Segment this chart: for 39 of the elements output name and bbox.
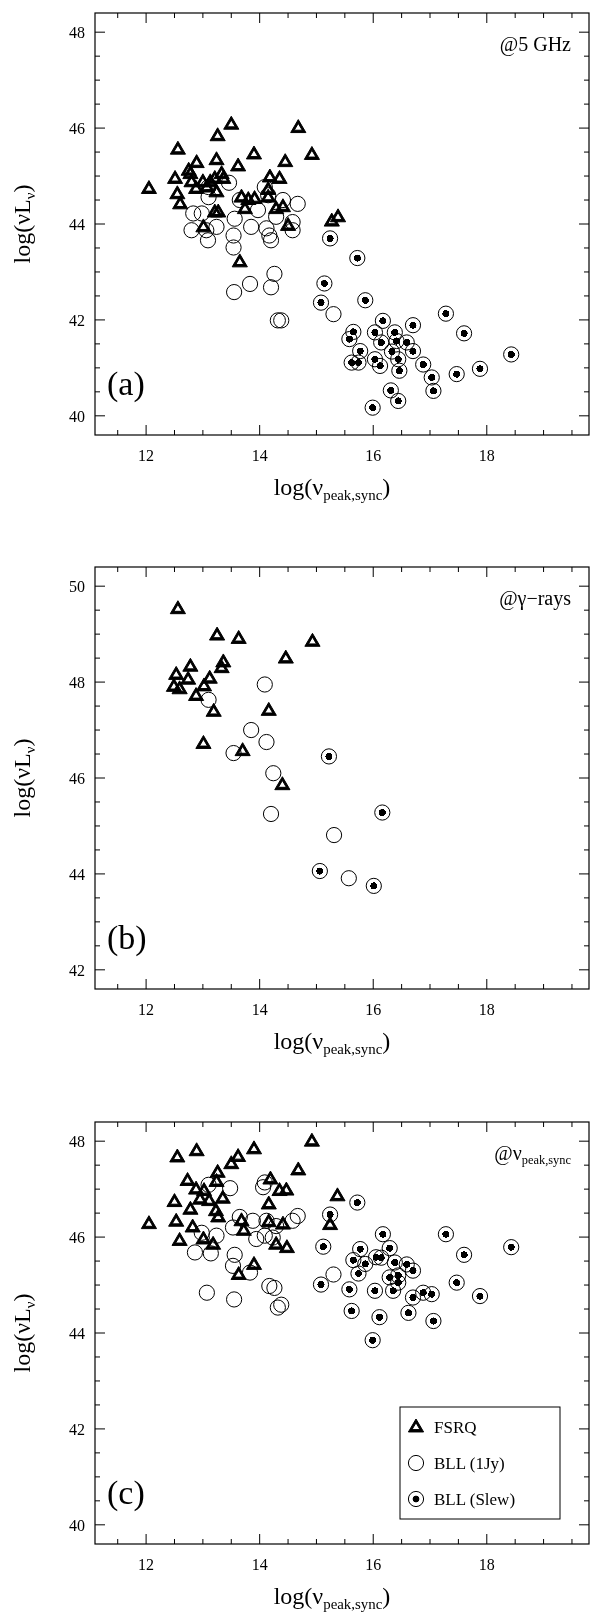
text: @γ−rays — [499, 587, 572, 610]
y-tick-label: 42 — [69, 311, 85, 329]
annotation: (b) — [107, 919, 147, 957]
x-tick-label: 14 — [251, 1001, 268, 1018]
y-tick-label: 48 — [69, 24, 85, 42]
y-tick-label: 48 — [69, 1133, 85, 1151]
x-tick-label: 18 — [478, 1001, 495, 1018]
x-tick-label: 18 — [478, 1556, 495, 1573]
x-tick-label: 12 — [138, 447, 155, 464]
x-tick-label: 18 — [478, 447, 495, 464]
annotation: (a) — [107, 365, 145, 403]
x-axis-title: log(ν$_{peak,sync}$) — [273, 1028, 391, 1058]
y-tick-label: 44 — [69, 865, 85, 883]
x-tick-label: 16 — [365, 447, 382, 464]
y-tick-label: 42 — [69, 961, 85, 979]
x-tick-label: 14 — [251, 447, 268, 464]
y-tick-label: 44 — [69, 216, 85, 233]
legend-label: BLL (1Jy) — [434, 1454, 505, 1473]
y-tick-label: 46 — [69, 1229, 85, 1247]
x-tick-label: 16 — [365, 1556, 382, 1573]
legend-label: FSRQ — [434, 1418, 477, 1437]
y-tick-label: 46 — [69, 120, 85, 138]
y-tick-label: 46 — [69, 770, 85, 787]
annotation: (c) — [107, 1474, 145, 1512]
text: @5 GHz — [499, 33, 572, 56]
y-tick-label: 48 — [69, 674, 85, 692]
x-axis-title: log(ν$_{peak,sync}$) — [273, 1583, 391, 1613]
y-tick-label: 40 — [69, 407, 85, 425]
x-tick-label: 12 — [138, 1001, 155, 1018]
x-tick-label: 14 — [251, 1556, 268, 1573]
y-tick-label: 44 — [69, 1325, 85, 1342]
y-tick-label: 42 — [69, 1420, 85, 1438]
x-axis-title: log(ν$_{peak,sync}$) — [273, 474, 391, 504]
y-tick-label: 40 — [69, 1516, 85, 1534]
y-tick-label: 50 — [69, 578, 85, 596]
legend-label: BLL (Slew) — [434, 1490, 516, 1509]
x-tick-label: 12 — [138, 1556, 155, 1573]
text: @ν$_{peak,sync}$ — [494, 1142, 572, 1168]
x-tick-label: 16 — [365, 1001, 382, 1018]
